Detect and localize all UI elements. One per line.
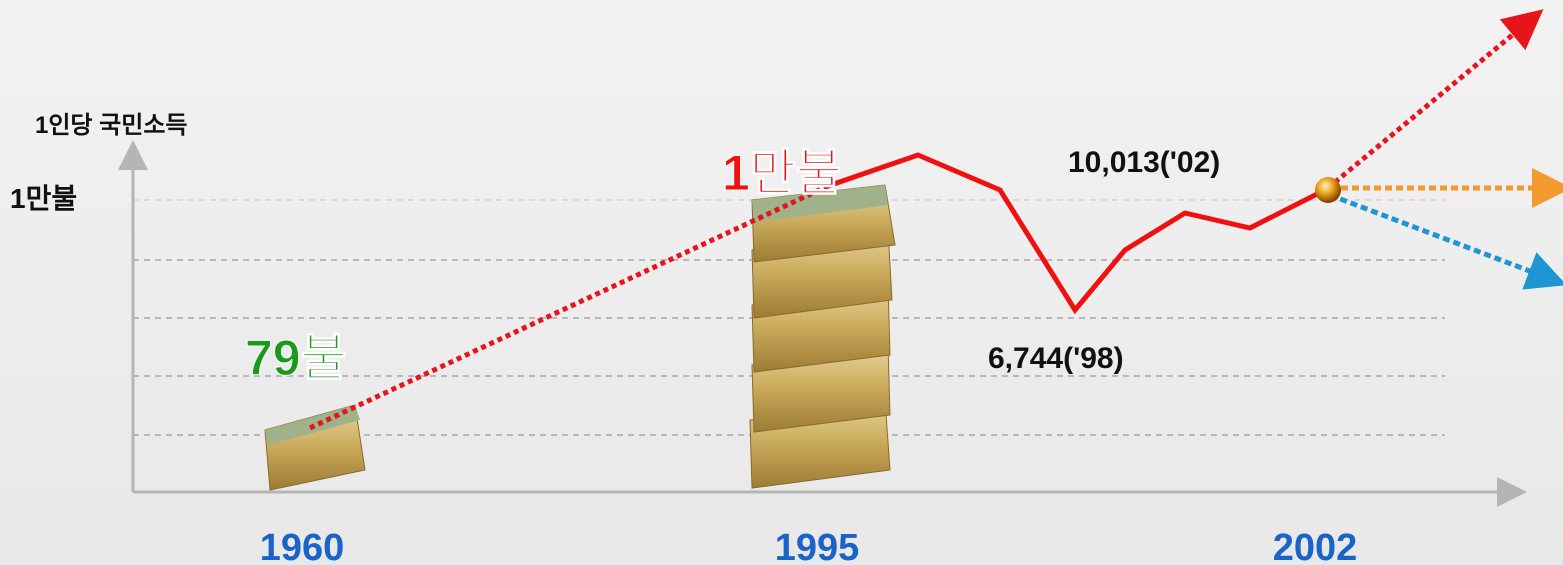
diagram: 1인당 국민소득 1만불 1960 1995 2002 79불 1만불 6,74…	[0, 0, 1563, 565]
money-stack-large	[750, 185, 895, 488]
forecast-low	[1330, 195, 1548, 278]
current-point	[1315, 177, 1341, 203]
x-label: 1960	[260, 527, 345, 565]
x-label: 1995	[775, 527, 860, 565]
x-label: 2002	[1273, 527, 1358, 565]
y-axis-title: 1인당 국민소득	[35, 112, 188, 139]
latest-callout: 10,013('02)	[1068, 146, 1220, 179]
money-stack-small	[265, 405, 365, 490]
start-callout: 79불	[245, 330, 347, 386]
page: 1인당 국민소득 1만불 1960 1995 2002 79불 1만불 6,74…	[0, 0, 1563, 565]
forecast-high	[1328, 22, 1528, 188]
milestone-callout: 1만불	[722, 145, 842, 201]
low-callout: 6,744('98)	[988, 342, 1124, 375]
y-level-label: 1만불	[10, 183, 77, 214]
